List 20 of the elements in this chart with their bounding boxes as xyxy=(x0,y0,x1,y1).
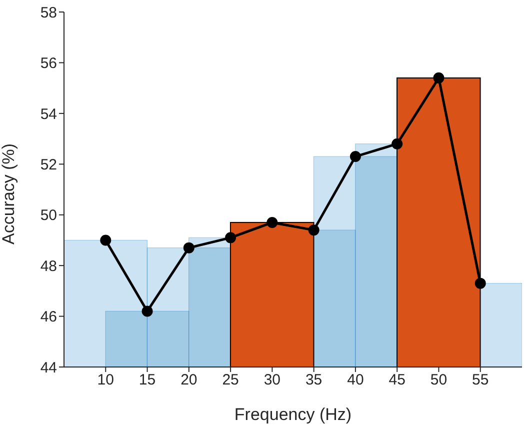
y-tick-label: 54 xyxy=(40,106,57,123)
x-tick-label: 40 xyxy=(347,372,364,389)
x-tick-label: 25 xyxy=(222,372,239,389)
x-tick-label: 35 xyxy=(305,372,322,389)
y-tick-label: 48 xyxy=(40,258,57,275)
y-tick-label: 52 xyxy=(40,156,57,174)
x-tick-label: 15 xyxy=(138,372,156,389)
y-axis-title: Accuracy (%) xyxy=(0,143,18,244)
x-tick-label: 45 xyxy=(388,372,406,389)
y-tick-label: 58 xyxy=(40,4,57,22)
x-tick-label: 50 xyxy=(430,372,448,389)
x-tick-label: 10 xyxy=(97,372,114,389)
x-tick-label: 20 xyxy=(180,372,198,389)
x-tick-label: 30 xyxy=(264,372,281,389)
x-tick-label: 55 xyxy=(472,372,489,389)
y-tick-label: 56 xyxy=(40,55,57,72)
x-axis-title: Frequency (Hz) xyxy=(234,405,352,424)
y-tick-label: 46 xyxy=(40,308,57,326)
y-tick-label: 44 xyxy=(40,359,57,376)
y-tick-label: 50 xyxy=(40,207,57,224)
